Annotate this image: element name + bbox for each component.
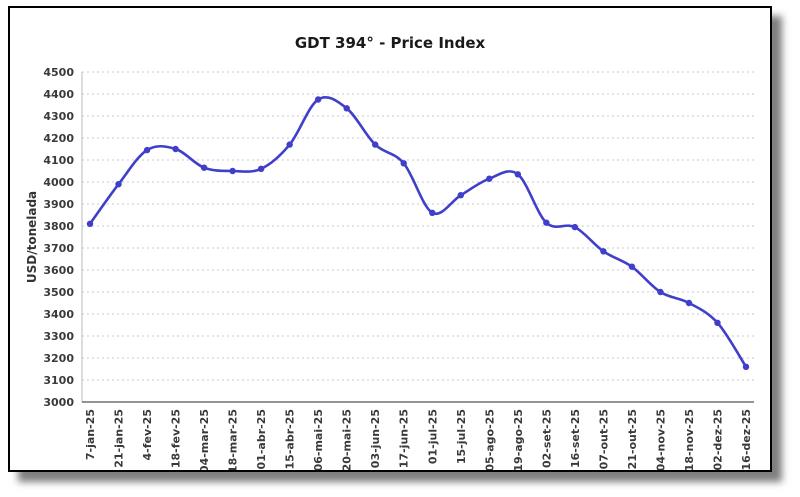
axes: [81, 72, 754, 403]
data-point: [286, 141, 293, 148]
x-tick-label: 19-ago-25: [512, 409, 525, 470]
x-tick-label: 4-fev-25: [141, 409, 154, 461]
x-tick-label: 20-mai-25: [341, 409, 354, 470]
chart-frame: GDT 394° - Price Index USD/tonelada 3000…: [8, 6, 772, 472]
chart-title: GDT 394° - Price Index: [295, 34, 486, 52]
data-point: [714, 319, 721, 326]
y-tick-label: 3300: [43, 330, 74, 343]
data-point: [742, 363, 750, 370]
x-tick-label: 02-set-25: [540, 409, 553, 468]
data-point: [143, 146, 151, 154]
y-tick-label: 3100: [43, 374, 74, 387]
data-point: [86, 220, 94, 227]
data-point: [429, 209, 436, 216]
x-tick-label: 01-jul-25: [426, 409, 439, 464]
data-point: [229, 167, 236, 175]
data-point: [343, 105, 350, 112]
data-point: [514, 171, 522, 178]
y-tick-label: 3200: [43, 352, 74, 365]
y-tick-label: 3900: [43, 198, 74, 211]
x-tick-label: 03-jun-25: [369, 409, 382, 468]
y-tick-label: 4400: [43, 88, 74, 101]
data-point: [457, 192, 464, 199]
x-tick-label: 21-jan-25: [113, 409, 126, 468]
x-tick-label: 06-mai-25: [312, 409, 325, 470]
data-point: [628, 263, 636, 270]
tick-labels: 3000 3100 3200 3300 3400 3500 3600 3700 3800 3900…: [43, 66, 753, 470]
x-tick-label: 02-dez-25: [711, 409, 724, 470]
data-point: [372, 141, 379, 148]
y-tick-label: 4100: [43, 154, 74, 167]
data-point: [571, 223, 579, 231]
y-tick-label: 4000: [43, 176, 74, 189]
gridlines: [82, 71, 754, 403]
y-tick-label: 3800: [43, 220, 74, 233]
x-tick-label: 04-mar-25: [198, 409, 211, 470]
y-tick-label: 4200: [43, 132, 74, 145]
x-tick-label: 18-mar-25: [227, 409, 240, 470]
y-tick-label: 3700: [43, 242, 74, 255]
x-tick-label: 18-fev-25: [170, 409, 183, 468]
y-tick-label: 3400: [43, 308, 74, 321]
x-tick-label: 05-ago-25: [483, 409, 496, 470]
x-tick-label: 04-nov-25: [654, 409, 667, 470]
price-index-line-chart: GDT 394° - Price Index USD/tonelada 3000…: [25, 34, 754, 470]
data-point: [400, 160, 407, 167]
x-tick-label: 16-dez-25: [740, 409, 753, 470]
data-point: [543, 219, 550, 226]
data-series: [86, 95, 750, 370]
y-axis-label: USD/tonelada: [25, 191, 39, 283]
x-tick-label: 15-abr-25: [284, 409, 297, 469]
y-tick-label: 4500: [43, 66, 74, 79]
data-point: [486, 175, 493, 182]
data-point: [685, 299, 693, 307]
data-point: [314, 96, 322, 103]
y-tick-label: 3600: [43, 264, 74, 277]
x-tick-label: 16-set-25: [569, 409, 582, 468]
x-tick-label: 07-out-25: [597, 409, 610, 469]
x-tick-label: 21-out-25: [626, 409, 639, 469]
y-tick-label: 3500: [43, 286, 74, 299]
data-point: [115, 181, 122, 188]
x-tick-label: 01-abr-25: [255, 409, 268, 469]
data-point: [200, 164, 208, 171]
data-point: [172, 145, 179, 153]
x-tick-label: 7-jan-25: [84, 409, 97, 460]
x-tick-label: 17-jun-25: [398, 409, 411, 468]
x-tick-label: 15-jul-25: [455, 409, 468, 464]
data-point: [600, 248, 607, 255]
y-tick-label: 3000: [43, 396, 74, 409]
data-point: [657, 288, 664, 296]
x-tick-label: 18-nov-25: [683, 409, 696, 470]
data-point: [257, 165, 265, 172]
y-tick-label: 4300: [43, 110, 74, 123]
